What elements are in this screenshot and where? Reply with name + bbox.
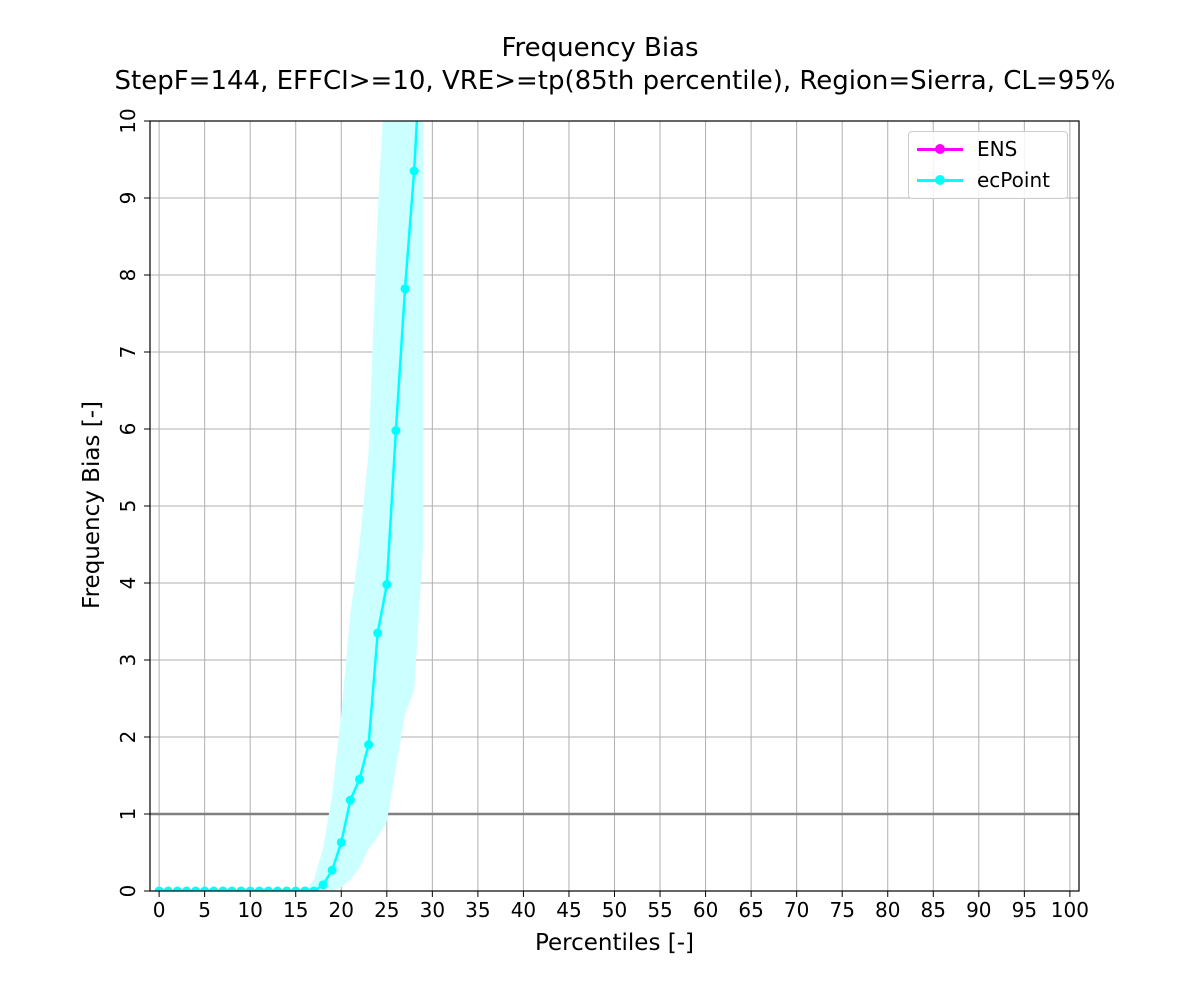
- y-axis-label: Frequency Bias [-]: [79, 401, 105, 609]
- ecpoint-line: [159, 121, 419, 891]
- ecpoint-point: [172, 886, 182, 891]
- ecpoint-point: [191, 886, 201, 891]
- legend-label-ens: ENS: [977, 137, 1018, 161]
- x-tick-label: 20: [329, 898, 354, 922]
- legend-swatch-ecpoint: [917, 170, 963, 190]
- ecpoint-point: [163, 886, 173, 891]
- legend-swatch-ens: [917, 139, 963, 159]
- x-tick-label: 95: [1012, 898, 1037, 922]
- x-tick-label: 10: [237, 898, 262, 922]
- x-tick-label: 5: [198, 898, 211, 922]
- x-tick-label: 40: [511, 898, 536, 922]
- legend-label-ecpoint: ecPoint: [977, 168, 1050, 192]
- y-tick-label: 9: [116, 192, 140, 205]
- ecpoint-point: [300, 886, 310, 891]
- ecpoint-point: [154, 886, 164, 891]
- ecpoint-point: [227, 886, 237, 891]
- y-axis: 0 1 2 3 4 5 6 7 8 9 10: [116, 108, 150, 897]
- ecpoint-point: [336, 837, 346, 847]
- y-tick-label: 3: [116, 654, 140, 667]
- ecpoint-point: [364, 740, 374, 750]
- ecpoint-point: [291, 886, 301, 891]
- y-tick-label: 10: [116, 108, 140, 133]
- x-tick-label: 30: [420, 898, 445, 922]
- ecpoint-point: [273, 886, 283, 891]
- ecpoint-point: [409, 166, 419, 176]
- y-tick-label: 2: [116, 731, 140, 744]
- ecpoint-point: [218, 886, 228, 891]
- ecpoint-point: [354, 774, 364, 784]
- y-tick-label: 4: [116, 577, 140, 590]
- x-axis-label: Percentiles [-]: [534, 930, 694, 956]
- legend-item-ecpoint: ecPoint: [917, 167, 1050, 193]
- ecpoint-point: [345, 795, 355, 805]
- ecpoint-confidence-band: [159, 121, 424, 891]
- ecpoint-point: [263, 886, 273, 891]
- x-tick-label: 100: [1051, 898, 1089, 922]
- legend-item-ens: ENS: [917, 136, 1017, 162]
- ecpoint-point: [236, 886, 246, 891]
- x-tick-label: 65: [738, 898, 763, 922]
- x-tick-label: 15: [283, 898, 308, 922]
- ecpoint-point: [391, 426, 401, 436]
- x-tick-label: 55: [647, 898, 672, 922]
- legend: ENS ecPoint: [908, 131, 1068, 199]
- y-tick-label: 1: [116, 808, 140, 821]
- chart-title: Frequency Bias: [501, 33, 699, 63]
- x-tick-label: 75: [829, 898, 854, 922]
- ecpoint-point: [373, 628, 383, 638]
- x-tick-label: 80: [875, 898, 900, 922]
- ecpoint-point: [200, 886, 210, 891]
- x-tick-label: 25: [374, 898, 399, 922]
- ecpoint-point: [419, 1, 428, 10]
- x-tick-label: 0: [153, 898, 166, 922]
- y-tick-label: 5: [116, 500, 140, 513]
- y-tick-label: 7: [116, 346, 140, 359]
- x-tick-label: 70: [784, 898, 809, 922]
- y-tick-label: 0: [116, 885, 140, 898]
- ecpoint-point: [254, 886, 264, 891]
- ecpoint-point: [327, 865, 337, 875]
- ecpoint-point: [318, 880, 328, 890]
- x-axis: 0 5 10 15 20 25 30 35 40 45 50 55 60 65 70 75 80 85 90 95 10…: [153, 891, 1089, 922]
- x-tick-label: 45: [556, 898, 581, 922]
- ecpoint-point: [209, 886, 219, 891]
- ecpoint-point: [309, 886, 319, 891]
- ecpoint-point: [400, 284, 410, 294]
- x-tick-label: 35: [465, 898, 490, 922]
- chart-subtitle: StepF=144, EFFCI>=10, VRE>=tp(85th perce…: [114, 66, 1116, 96]
- x-tick-label: 60: [693, 898, 718, 922]
- grid: [150, 120, 1079, 892]
- ecpoint-point: [245, 886, 255, 891]
- plot-area: [150, 1, 1079, 891]
- ecpoint-point: [181, 886, 191, 891]
- y-tick-label: 8: [116, 269, 140, 282]
- x-tick-label: 90: [966, 898, 991, 922]
- x-tick-label: 50: [602, 898, 627, 922]
- ecpoint-point: [382, 580, 392, 590]
- y-tick-label: 6: [116, 423, 140, 436]
- x-tick-label: 85: [921, 898, 946, 922]
- ecpoint-point: [282, 886, 292, 891]
